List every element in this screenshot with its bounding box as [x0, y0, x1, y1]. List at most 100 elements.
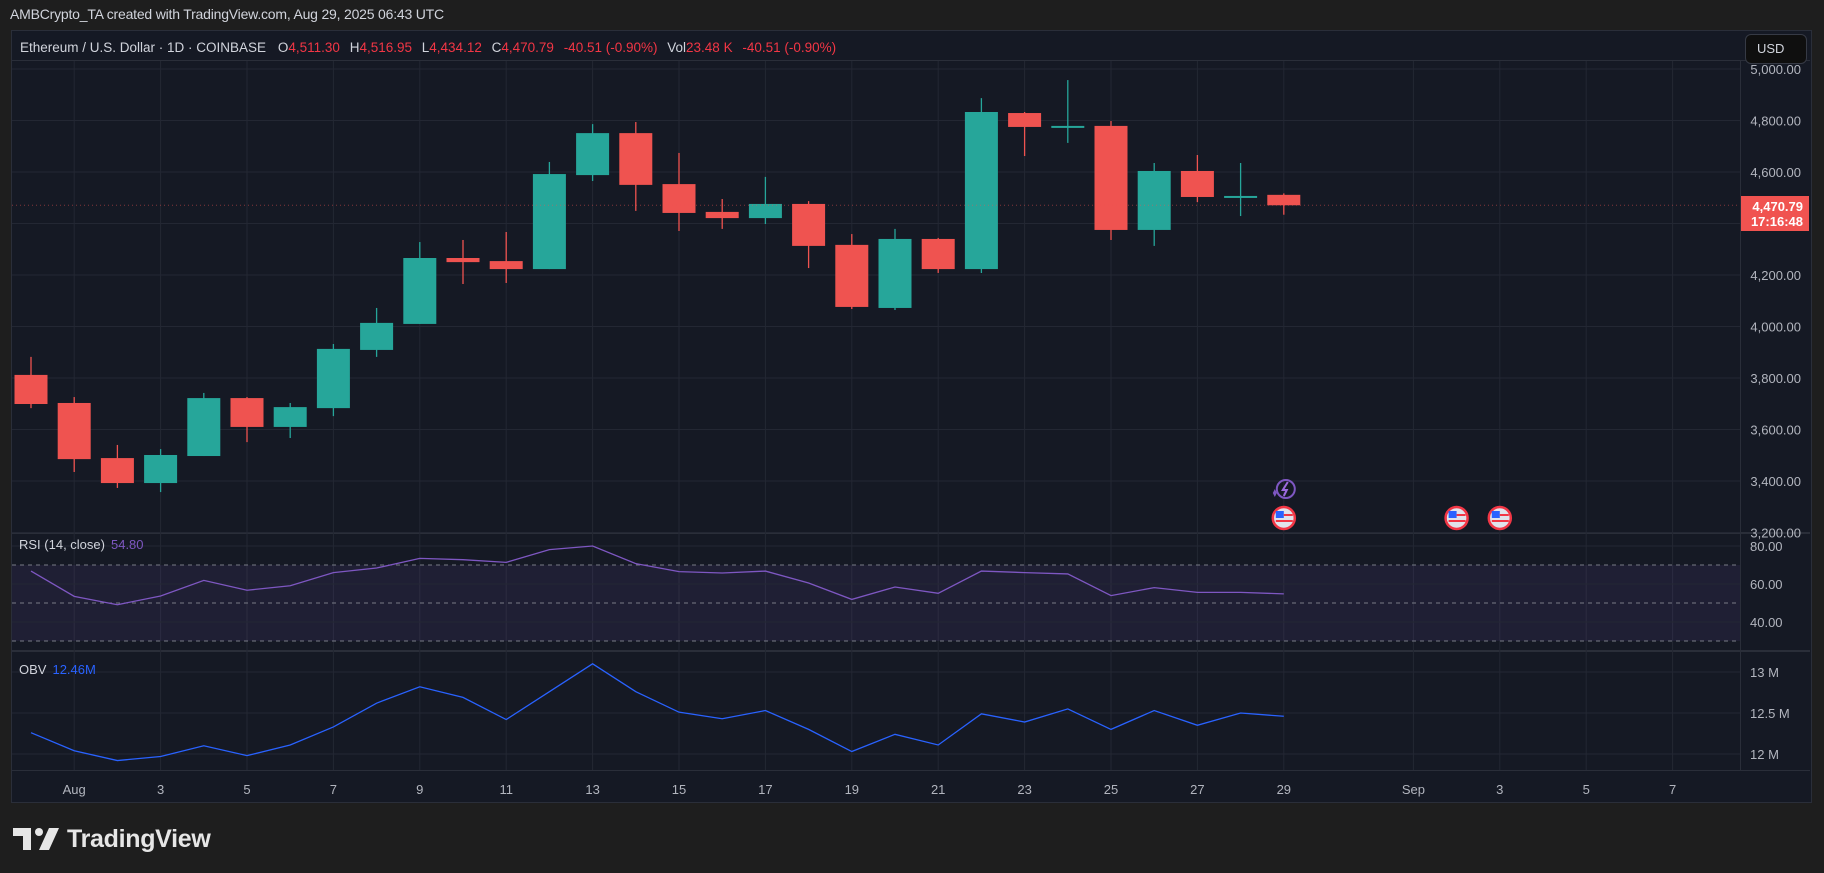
time-axis-label: 25 — [1104, 782, 1118, 797]
header-separator — [12, 60, 1810, 61]
time-axis-label: 19 — [845, 782, 859, 797]
time-axis-label: 7 — [330, 782, 337, 797]
candle-body-up — [273, 407, 307, 427]
flag-stripe — [1448, 520, 1466, 522]
candle-body-down — [1008, 113, 1042, 127]
obv-legend[interactable]: OBV 12.46M — [19, 662, 96, 677]
close-value: 4,470.79 — [501, 40, 554, 55]
candle-body-down — [705, 211, 739, 219]
candle-body-down — [446, 258, 480, 263]
rsi-axis-label: 60.00 — [1750, 577, 1783, 592]
obv-axis-label: 12.5 M — [1750, 706, 1790, 721]
candle-body-up — [748, 203, 782, 219]
flag-stripe — [1499, 514, 1509, 516]
price-axis-label: 4,000.00 — [1750, 320, 1801, 335]
low-label: L — [421, 40, 430, 55]
low-value: 4,434.12 — [429, 40, 482, 55]
time-axis-label: 5 — [1583, 782, 1590, 797]
obv-line — [30, 663, 1284, 762]
open-value: 4,511.30 — [288, 40, 340, 55]
open-label: O — [277, 40, 289, 55]
flag-canton — [1275, 511, 1284, 518]
price-axis-label: 5,000.00 — [1750, 62, 1801, 77]
candle-body-down — [14, 374, 48, 405]
obv-value: 12.46M — [52, 662, 96, 677]
rsi-label: RSI (14, close) — [19, 537, 105, 552]
brand-name: TradingView — [67, 824, 211, 853]
last-price: 4,470.79 — [1752, 199, 1803, 214]
change-value: -40.51 (-0.90%) — [563, 40, 658, 55]
candle-body-up — [576, 133, 610, 176]
rsi-axis-label: 40.00 — [1750, 615, 1783, 630]
symbol-name[interactable]: Ethereum / U.S. Dollar · 1D · COINBASE — [20, 40, 267, 55]
time-axis-label: 27 — [1190, 782, 1204, 797]
flag-stripe — [1491, 520, 1509, 522]
flag-canton — [1491, 511, 1500, 518]
candle-body-up — [316, 348, 350, 409]
candle-body-up — [403, 258, 437, 324]
flag-stripe — [1456, 514, 1466, 516]
time-axis-label: 13 — [585, 782, 599, 797]
symbol-legend: Ethereum / U.S. Dollar · 1D · COINBASE O… — [20, 40, 842, 55]
candle-body-down — [921, 238, 955, 270]
candle-body-down — [100, 458, 134, 484]
bar-countdown: 17:16:48 — [1750, 214, 1803, 229]
sparkle-icon — [1272, 489, 1277, 497]
flag-canton — [1448, 511, 1457, 518]
chart-panel[interactable] — [11, 30, 1812, 803]
high-label: H — [349, 40, 360, 55]
price-axis-label: 3,200.00 — [1750, 526, 1801, 541]
time-axis-label: 7 — [1669, 782, 1676, 797]
obv-label: OBV — [19, 662, 47, 677]
flag-stripe — [1275, 520, 1293, 522]
price-axis-label: 4,800.00 — [1750, 114, 1801, 129]
candle-body-down — [792, 203, 826, 246]
price-axis-label: 3,400.00 — [1750, 474, 1801, 489]
currency-button[interactable]: USD — [1745, 34, 1807, 64]
last-price-label: 4,470.79 17:16:48 — [1741, 196, 1809, 231]
candle-body-up — [878, 238, 912, 308]
candle-body-down — [489, 261, 523, 270]
time-axis-label: 15 — [672, 782, 686, 797]
candle-body-down — [1267, 194, 1301, 206]
candle-body-up — [1224, 195, 1258, 198]
time-axis-label: 29 — [1277, 782, 1291, 797]
rsi-legend[interactable]: RSI (14, close) 54.80 — [19, 537, 144, 552]
lightning-bolt — [1280, 481, 1289, 497]
time-axis-label: 11 — [499, 782, 513, 797]
time-axis-label: 3 — [1496, 782, 1503, 797]
time-axis-label: 17 — [758, 782, 772, 797]
obv-axis-label: 13 M — [1750, 665, 1779, 680]
chart-credit: AMBCrypto_TA created with TradingView.co… — [10, 6, 444, 22]
time-axis-label: 5 — [243, 782, 250, 797]
candle-body-up — [532, 174, 566, 270]
candle-body-down — [230, 398, 264, 427]
price-axis-label: 4,600.00 — [1750, 165, 1801, 180]
candle-body-down — [835, 244, 869, 307]
rsi-axis-label: 80.00 — [1750, 539, 1783, 554]
pane-separator — [12, 650, 1810, 652]
candle-body-down — [1180, 170, 1214, 197]
price-axis-label: 4,200.00 — [1750, 268, 1801, 283]
candle-body-up — [964, 112, 998, 270]
rsi-value: 54.80 — [110, 537, 144, 552]
time-axis-label: Aug — [63, 782, 86, 797]
tradingview-logo-icon — [13, 828, 59, 850]
candle-body-up — [1051, 125, 1085, 128]
time-axis-label: 3 — [157, 782, 164, 797]
time-axis-label: 23 — [1017, 782, 1031, 797]
time-axis-label: 9 — [416, 782, 423, 797]
high-value: 4,516.95 — [359, 40, 412, 55]
rsi-line — [30, 545, 1284, 606]
candle-body-down — [662, 184, 696, 213]
tradingview-logo[interactable]: TradingView — [13, 824, 211, 853]
lightning-icon — [1275, 479, 1296, 499]
time-axis-label: 21 — [931, 782, 945, 797]
price-axis-label: 3,800.00 — [1750, 371, 1801, 386]
candle-body-down — [57, 402, 91, 460]
time-axis-label: Sep — [1402, 782, 1425, 797]
candle-body-up — [187, 398, 221, 457]
candle-body-up — [1137, 170, 1171, 230]
obv-axis-label: 12 M — [1750, 747, 1779, 762]
